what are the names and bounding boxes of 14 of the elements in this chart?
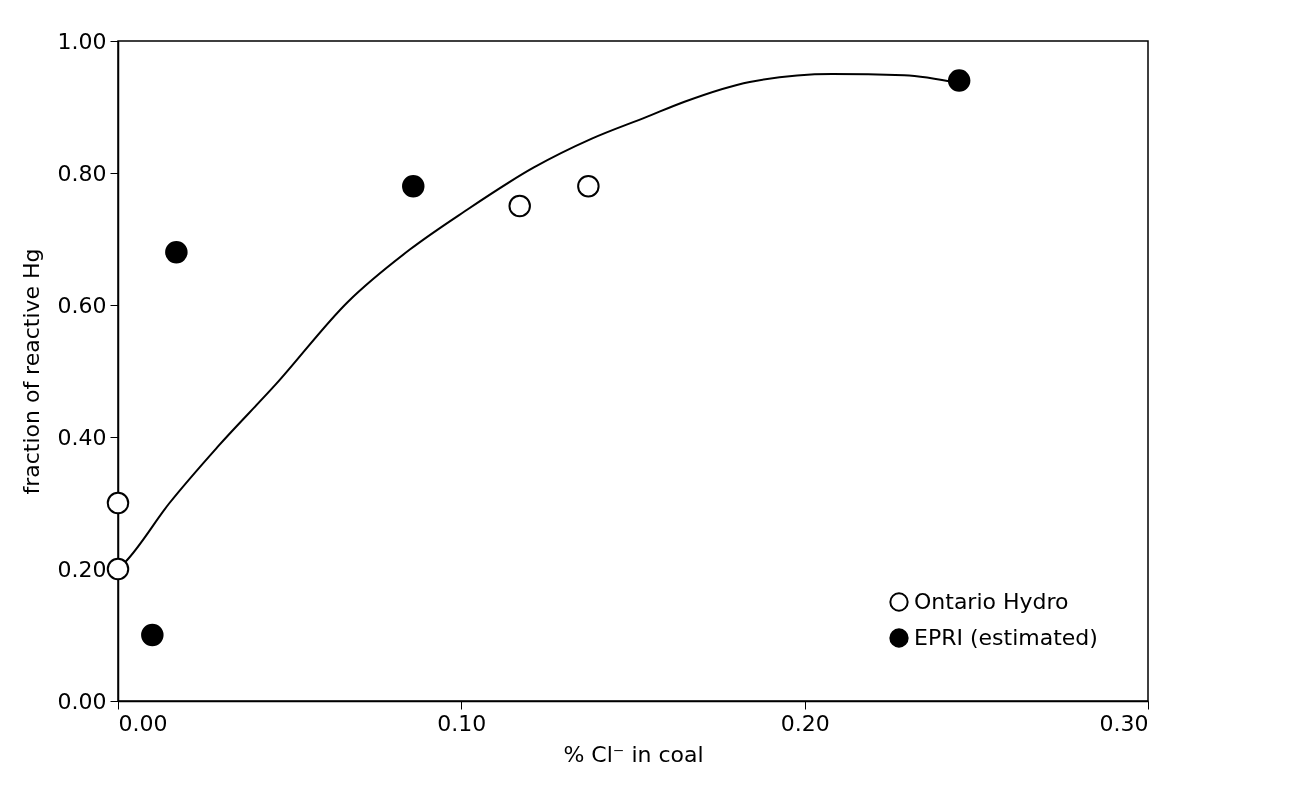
y-tick-label: 0.60 xyxy=(57,292,107,318)
y-tick-label: 0.20 xyxy=(57,556,107,582)
y-axis-title: fraction of reactive Hg xyxy=(18,248,44,495)
x-tick-label: 0.10 xyxy=(437,710,487,736)
x-tick-label: 0.00 xyxy=(118,710,168,736)
x-tick-label: 0.20 xyxy=(780,710,830,736)
legend-label: Ontario Hydro xyxy=(914,589,1069,614)
x-tick-label: 0.30 xyxy=(1099,710,1149,736)
x-axis-title: % Cl⁻ in coal xyxy=(563,741,704,767)
y-tick-label: 1.00 xyxy=(57,28,107,54)
y-tick-label: 0.00 xyxy=(57,688,107,714)
y-tick-label: 0.80 xyxy=(57,160,107,186)
y-tick-label: 0.40 xyxy=(57,424,107,450)
legend-label: EPRI (estimated) xyxy=(914,625,1098,650)
